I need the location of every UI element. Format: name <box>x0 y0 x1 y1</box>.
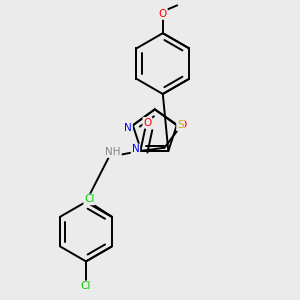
Text: NH: NH <box>105 147 121 157</box>
Text: S: S <box>177 120 184 130</box>
Text: Cl: Cl <box>81 281 91 291</box>
Text: O: O <box>178 120 187 130</box>
Text: N: N <box>132 144 140 154</box>
Text: O: O <box>159 9 167 19</box>
Text: N: N <box>124 123 132 133</box>
Text: O: O <box>143 118 152 128</box>
Text: Cl: Cl <box>84 194 94 204</box>
